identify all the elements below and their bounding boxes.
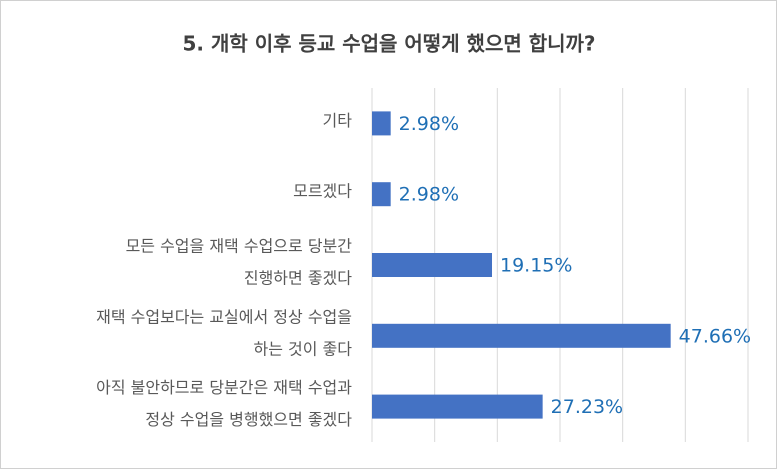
category-label: 진행하면 좋겠다 — [244, 269, 352, 288]
value-label: 2.98% — [399, 113, 459, 135]
value-label: 2.98% — [399, 184, 459, 206]
bar — [372, 182, 391, 207]
category-label: 모르겠다 — [293, 182, 352, 201]
chart-title: 5. 개학 이후 등교 수업을 어떻게 했으면 합니까? — [182, 32, 595, 56]
category-label: 하는 것이 좋다 — [254, 339, 353, 358]
bar — [372, 253, 493, 277]
value-label: 27.23% — [551, 396, 623, 418]
category-label: 모든 수업을 재택 수업으로 당분간 — [126, 237, 353, 256]
value-label: 19.15% — [500, 255, 572, 277]
bar — [372, 394, 543, 419]
category-label: 정상 수업을 병행했으면 좋겠다 — [145, 410, 352, 429]
category-label: 기타 — [323, 111, 353, 130]
value-label: 47.66% — [679, 325, 751, 347]
category-label: 아직 불안하므로 당분간은 재택 수업과 — [96, 378, 352, 397]
category-label: 재택 수업보다는 교실에서 정상 수업을 — [96, 307, 352, 326]
bar — [372, 111, 391, 136]
bar — [372, 323, 671, 348]
